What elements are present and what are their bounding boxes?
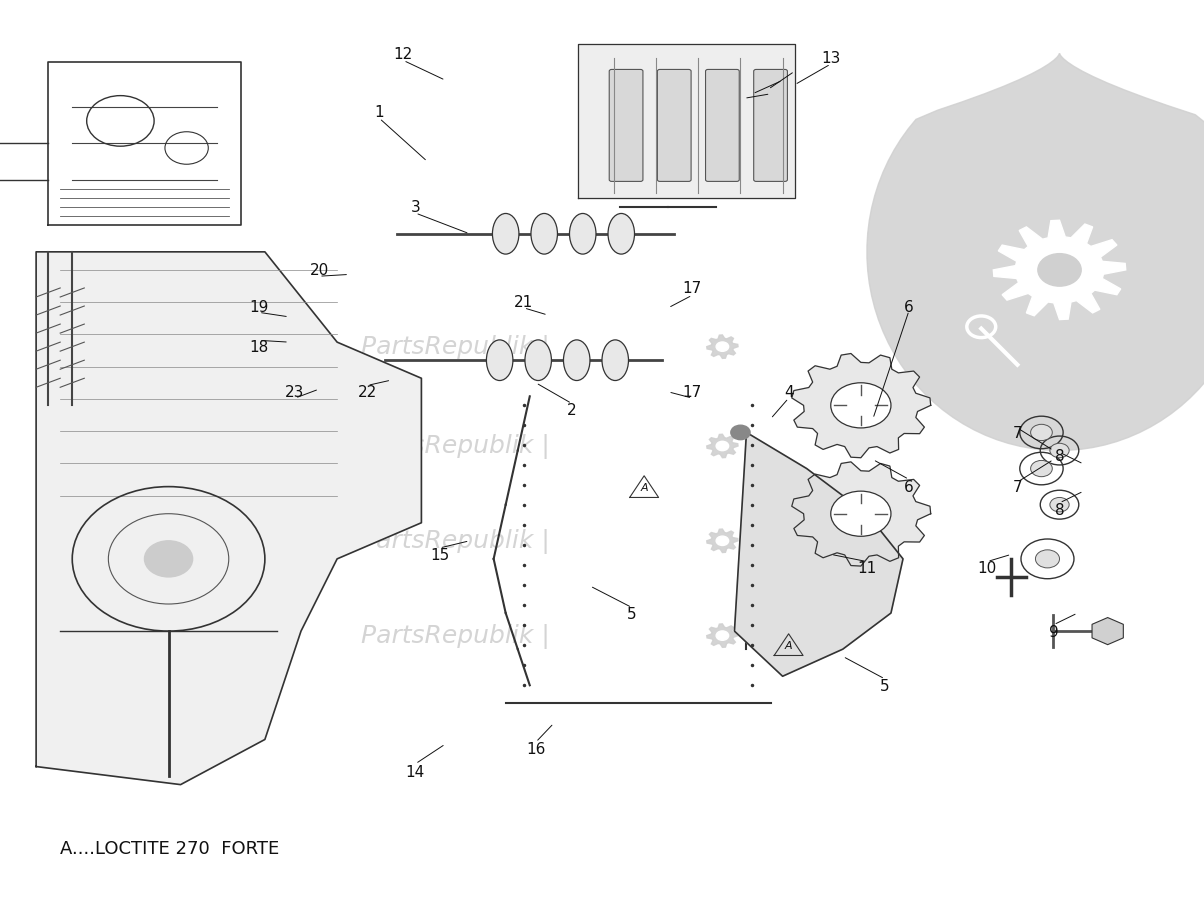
Text: 18: 18 [249, 340, 268, 354]
Text: PartsRepublik |: PartsRepublik | [361, 335, 550, 360]
Text: PartsRepublik |: PartsRepublik | [361, 434, 550, 459]
Text: 15: 15 [430, 548, 449, 562]
Text: 14: 14 [406, 764, 425, 778]
Text: A: A [641, 482, 648, 492]
Polygon shape [792, 463, 931, 566]
Text: 12: 12 [394, 47, 413, 61]
Text: PartsRepublik |: PartsRepublik | [361, 529, 550, 554]
Circle shape [1050, 444, 1069, 458]
Text: 6: 6 [904, 480, 914, 494]
Polygon shape [578, 45, 795, 198]
Text: 6: 6 [904, 299, 914, 314]
Circle shape [1050, 498, 1069, 512]
Text: 7: 7 [1013, 426, 1022, 440]
Ellipse shape [602, 340, 628, 381]
Polygon shape [707, 624, 738, 648]
Polygon shape [707, 336, 738, 359]
Polygon shape [707, 435, 738, 458]
Polygon shape [734, 433, 903, 676]
Text: 22: 22 [358, 385, 377, 400]
Text: 8: 8 [1055, 502, 1064, 517]
Circle shape [1035, 550, 1060, 568]
Ellipse shape [486, 340, 513, 381]
Polygon shape [36, 253, 421, 785]
Text: 2: 2 [567, 403, 577, 418]
Text: 17: 17 [683, 281, 702, 296]
Text: 21: 21 [514, 295, 533, 309]
Ellipse shape [563, 340, 590, 381]
Circle shape [831, 383, 891, 428]
Ellipse shape [525, 340, 551, 381]
Ellipse shape [531, 214, 557, 254]
Text: 4: 4 [784, 385, 793, 400]
Text: 8: 8 [1055, 448, 1064, 463]
FancyBboxPatch shape [754, 70, 787, 182]
Circle shape [716, 631, 728, 640]
Polygon shape [792, 354, 931, 458]
Text: 7: 7 [1013, 480, 1022, 494]
Polygon shape [867, 54, 1204, 451]
Text: 23: 23 [285, 385, 305, 400]
Polygon shape [993, 221, 1126, 320]
FancyBboxPatch shape [609, 70, 643, 182]
Ellipse shape [608, 214, 635, 254]
Text: 5: 5 [627, 606, 637, 621]
Circle shape [1038, 254, 1081, 287]
Circle shape [144, 541, 193, 577]
Text: 13: 13 [821, 51, 840, 66]
Circle shape [731, 426, 750, 440]
Ellipse shape [492, 214, 519, 254]
Text: A: A [785, 640, 792, 650]
Circle shape [716, 537, 728, 546]
Ellipse shape [569, 214, 596, 254]
Text: 19: 19 [249, 299, 268, 314]
Text: 20: 20 [309, 263, 329, 278]
Text: 3: 3 [411, 200, 420, 215]
Circle shape [1031, 425, 1052, 441]
FancyBboxPatch shape [706, 70, 739, 182]
Text: 10: 10 [978, 561, 997, 575]
Text: 17: 17 [683, 385, 702, 400]
Text: PartsRepublik |: PartsRepublik | [361, 623, 550, 649]
Circle shape [1031, 461, 1052, 477]
Circle shape [831, 492, 891, 537]
Text: 5: 5 [880, 678, 890, 693]
Text: 9: 9 [1049, 624, 1058, 639]
Circle shape [716, 343, 728, 352]
Text: A....LOCTITE 270  FORTE: A....LOCTITE 270 FORTE [60, 839, 279, 857]
Circle shape [716, 442, 728, 451]
Text: 16: 16 [526, 741, 545, 756]
Text: 1: 1 [374, 106, 384, 120]
Polygon shape [707, 529, 738, 553]
Text: 11: 11 [857, 561, 877, 575]
FancyBboxPatch shape [657, 70, 691, 182]
